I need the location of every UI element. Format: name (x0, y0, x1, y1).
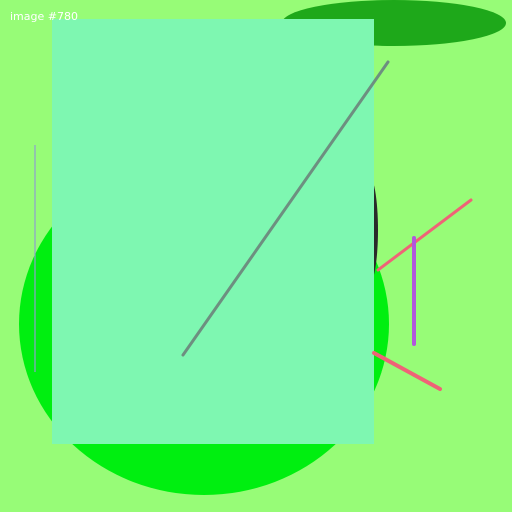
pink-line-upper (376, 198, 473, 272)
rectangle (52, 19, 374, 444)
pink-line-lower (372, 351, 442, 391)
image-caption: image #780 (10, 10, 78, 23)
diagonal-line (181, 60, 390, 357)
